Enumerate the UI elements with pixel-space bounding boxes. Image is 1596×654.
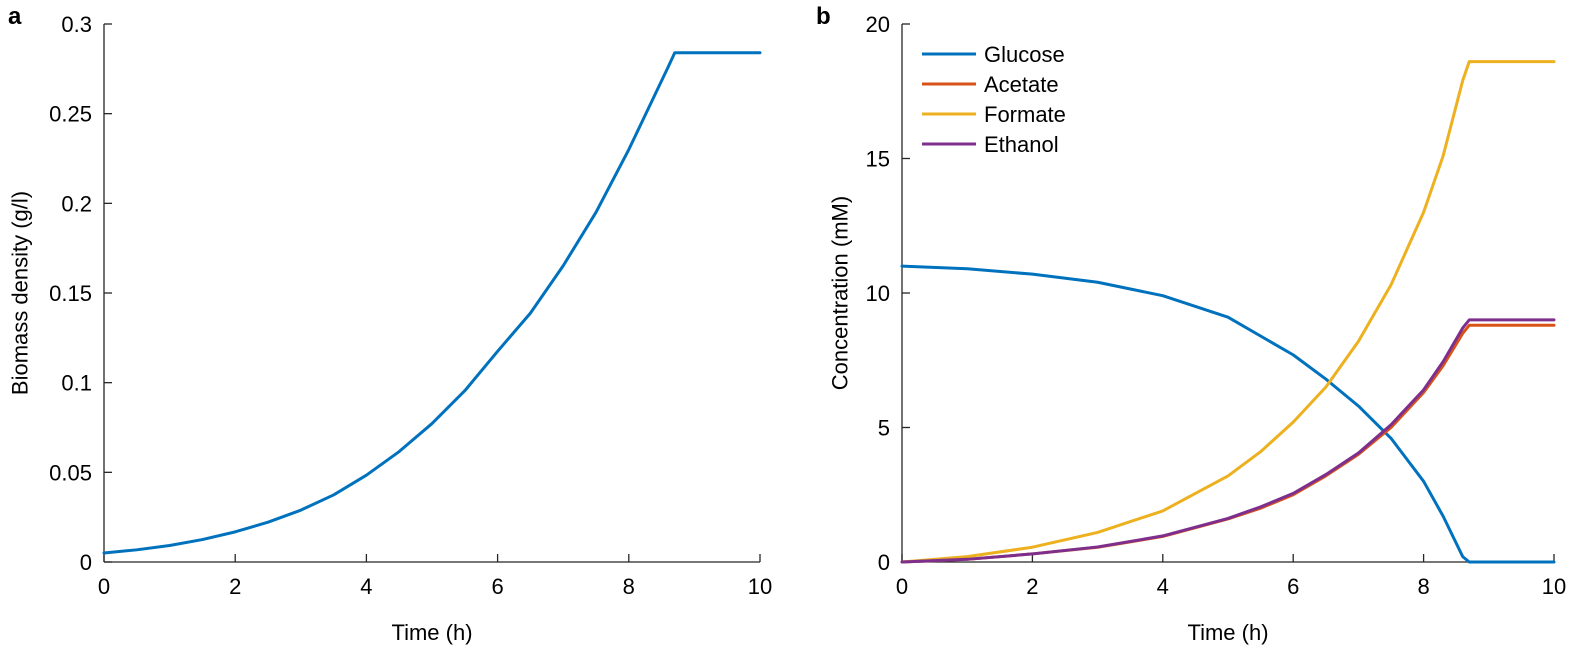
- x-axis-title: Time (h): [391, 620, 472, 645]
- y-axis-title: Biomass density (g/l): [8, 191, 33, 395]
- legend-label-acetate: Acetate: [984, 72, 1059, 97]
- legend: Glucose Acetate Formate Ethanol: [922, 42, 1066, 157]
- x-axis-title: Time (h): [1187, 620, 1268, 645]
- panel-a-chart: 0 2 4 6 8 10 0 0.05 0.1 0.15 0.2 0.25 0.3 Time (h) Bio…: [8, 3, 773, 645]
- y-tick-label: 0: [878, 550, 890, 575]
- x-tick-label: 6: [491, 574, 503, 599]
- series-line-ethanol: [900, 318, 1556, 564]
- x-tick-label: 4: [360, 574, 372, 599]
- y-tick-label: 0.1: [61, 371, 92, 396]
- x-tick-label: 6: [1287, 574, 1299, 599]
- y-tick-label: 15: [866, 147, 890, 172]
- y-axis-title: Concentration (mM): [828, 196, 853, 390]
- series-line-acetate: [900, 323, 1556, 564]
- x-tick-label: 2: [229, 574, 241, 599]
- series-line-formate: [900, 60, 1556, 564]
- y-tick-label: 10: [866, 281, 890, 306]
- x-tick-label: 10: [1542, 574, 1566, 599]
- panel-label: a: [8, 3, 22, 30]
- panel-label: b: [816, 3, 831, 30]
- y-tick-label: 0.25: [49, 102, 92, 127]
- y-tick-label: 20: [866, 12, 890, 37]
- x-tick-label: 0: [896, 574, 908, 599]
- x-tick-label: 0: [98, 574, 110, 599]
- y-tick-label: 5: [878, 416, 890, 441]
- y-tick-label: 0.05: [49, 460, 92, 485]
- panel-b-chart: 0 2 4 6 8 10 0 5 10 15 20 Time (h) Concentration (mM…: [816, 3, 1566, 645]
- legend-label-formate: Formate: [984, 102, 1066, 127]
- legend-label-ethanol: Ethanol: [984, 132, 1059, 157]
- y-tick-label: 0: [80, 550, 92, 575]
- y-tick-label: 0.15: [49, 281, 92, 306]
- y-tick-label: 0.2: [61, 191, 92, 216]
- x-tick-label: 10: [748, 574, 772, 599]
- series-line-glucose: [900, 264, 1556, 564]
- legend-label-glucose: Glucose: [984, 42, 1065, 67]
- x-tick-label: 8: [623, 574, 635, 599]
- x-tick-label: 8: [1417, 574, 1429, 599]
- x-tick-label: 2: [1026, 574, 1038, 599]
- y-tick-label: 0.3: [61, 12, 92, 37]
- series-line-biomass: [102, 51, 762, 555]
- x-tick-label: 4: [1157, 574, 1169, 599]
